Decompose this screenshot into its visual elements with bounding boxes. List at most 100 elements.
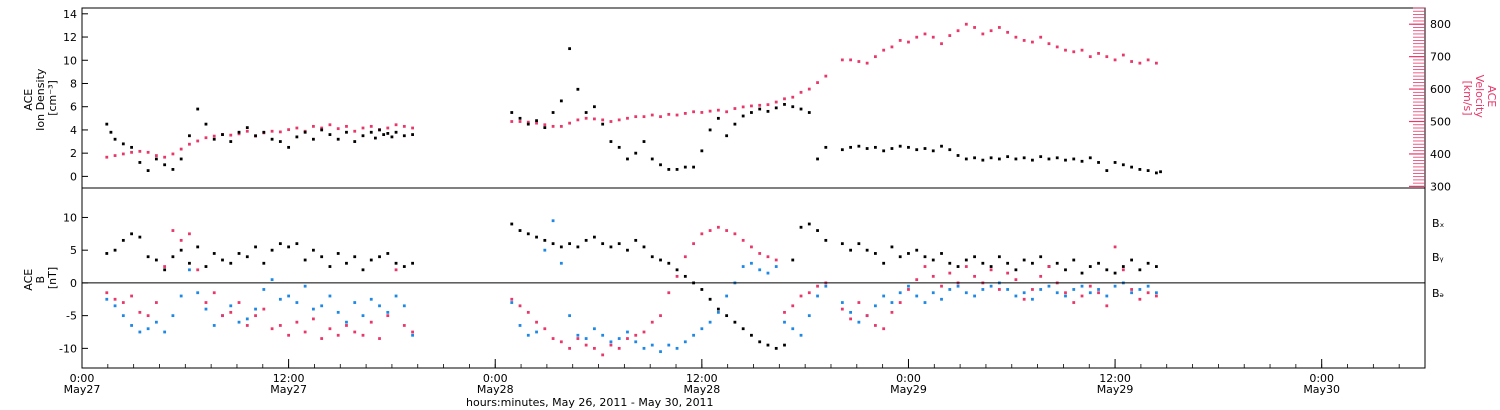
density-point [559,99,563,103]
b-field-point [692,242,695,246]
b-field-point [386,310,390,314]
x-tick-time: 12:00 [686,372,718,385]
b-field-point [915,248,919,252]
b-field-point [394,294,398,298]
b-field-point [378,255,381,259]
density-point [390,135,394,139]
velocity-point [1031,40,1034,44]
density-point [535,119,538,123]
b-field-point [940,252,943,255]
velocity-point [171,152,175,156]
b-field-point [1080,271,1084,275]
velocity-point [716,108,720,112]
density-point [1014,157,1018,161]
density-point [1105,169,1109,172]
velocity-point [750,104,753,108]
velocity-point [601,118,605,122]
velocity-point [270,129,274,133]
b-field-point [270,248,274,252]
bottom-panel-marks [105,219,1158,357]
b-field-point [840,307,844,311]
density-point [188,134,191,138]
b-field-point [1113,245,1117,249]
b-field-point [1121,265,1125,268]
b-field-point [593,235,596,239]
density-point [303,130,307,134]
x-tick-time: 0:00 [896,372,921,385]
b-field-point [146,255,150,259]
b-field-point [262,288,266,291]
b-field-point [154,320,158,324]
velocity-point [411,126,414,130]
density-point [196,107,200,111]
density-point [617,145,621,149]
b-field-point [402,265,406,268]
b-field-point [783,310,786,314]
top-panel-left-axis: 0 2 4 6 8 10 12 14 [63,8,88,183]
b-field-point [411,330,414,334]
b-field-point [964,291,968,295]
b-field-point [650,255,654,259]
velocity-point [336,127,340,131]
bottom-ylabel: ACE B [nT] [22,265,59,290]
density-point [849,145,853,149]
density-point [981,158,985,162]
b-field-point [196,245,200,249]
velocity-point [576,118,580,122]
b-field-point [1031,297,1034,301]
density-point [163,163,167,167]
b-field-point [973,255,976,259]
velocity-point [807,87,811,91]
b-field-point [171,229,175,232]
velocity-point [568,121,572,125]
velocity-point [683,112,687,115]
velocity-point [997,26,1001,29]
top-y2tick-label: 700 [1430,51,1451,64]
density-point [254,134,257,138]
b-field-point [1039,255,1043,259]
b-field-point [320,304,324,308]
b-field-point [1055,261,1059,265]
velocity-point [650,113,654,117]
b-field-point [196,291,200,295]
b-field-point [510,297,514,301]
b-field-point [890,301,894,304]
b-field-point [146,314,150,318]
density-point [1155,171,1158,175]
velocity-point [113,154,117,157]
b-field-point [154,258,158,262]
b-field-point [584,337,588,340]
density-point [576,87,580,91]
x-tick-time: 0:00 [483,372,508,385]
velocity-point [890,45,894,49]
density-point [1146,169,1150,172]
top-panel-frame [81,7,1426,189]
velocity-point [626,116,629,120]
b-field-point [733,232,737,236]
velocity-point [1064,48,1067,52]
velocity-point [535,121,538,125]
b-field-point [1014,268,1018,272]
top-ylabel-line-2: Ion Density [34,68,47,131]
b-field-point [898,255,902,259]
velocity-point [1047,42,1051,46]
b-field-point [576,333,580,337]
b-field-point [1146,291,1150,295]
b-field-point [700,232,704,236]
b-field-point [179,294,183,298]
b-field-point [1022,258,1026,262]
bottom-ytick-label: 0 [70,277,77,290]
velocity-point [1146,58,1150,62]
b-field-point [336,252,340,255]
b-field-point [361,314,365,318]
b-field-point [113,248,117,252]
b-field-point [931,291,935,295]
velocity-point [964,22,968,26]
b-field-point [882,294,886,298]
velocity-point [121,152,125,156]
b-field-point [940,297,943,301]
b-field-point [543,327,547,331]
density-point [915,148,919,152]
density-point [609,140,613,143]
